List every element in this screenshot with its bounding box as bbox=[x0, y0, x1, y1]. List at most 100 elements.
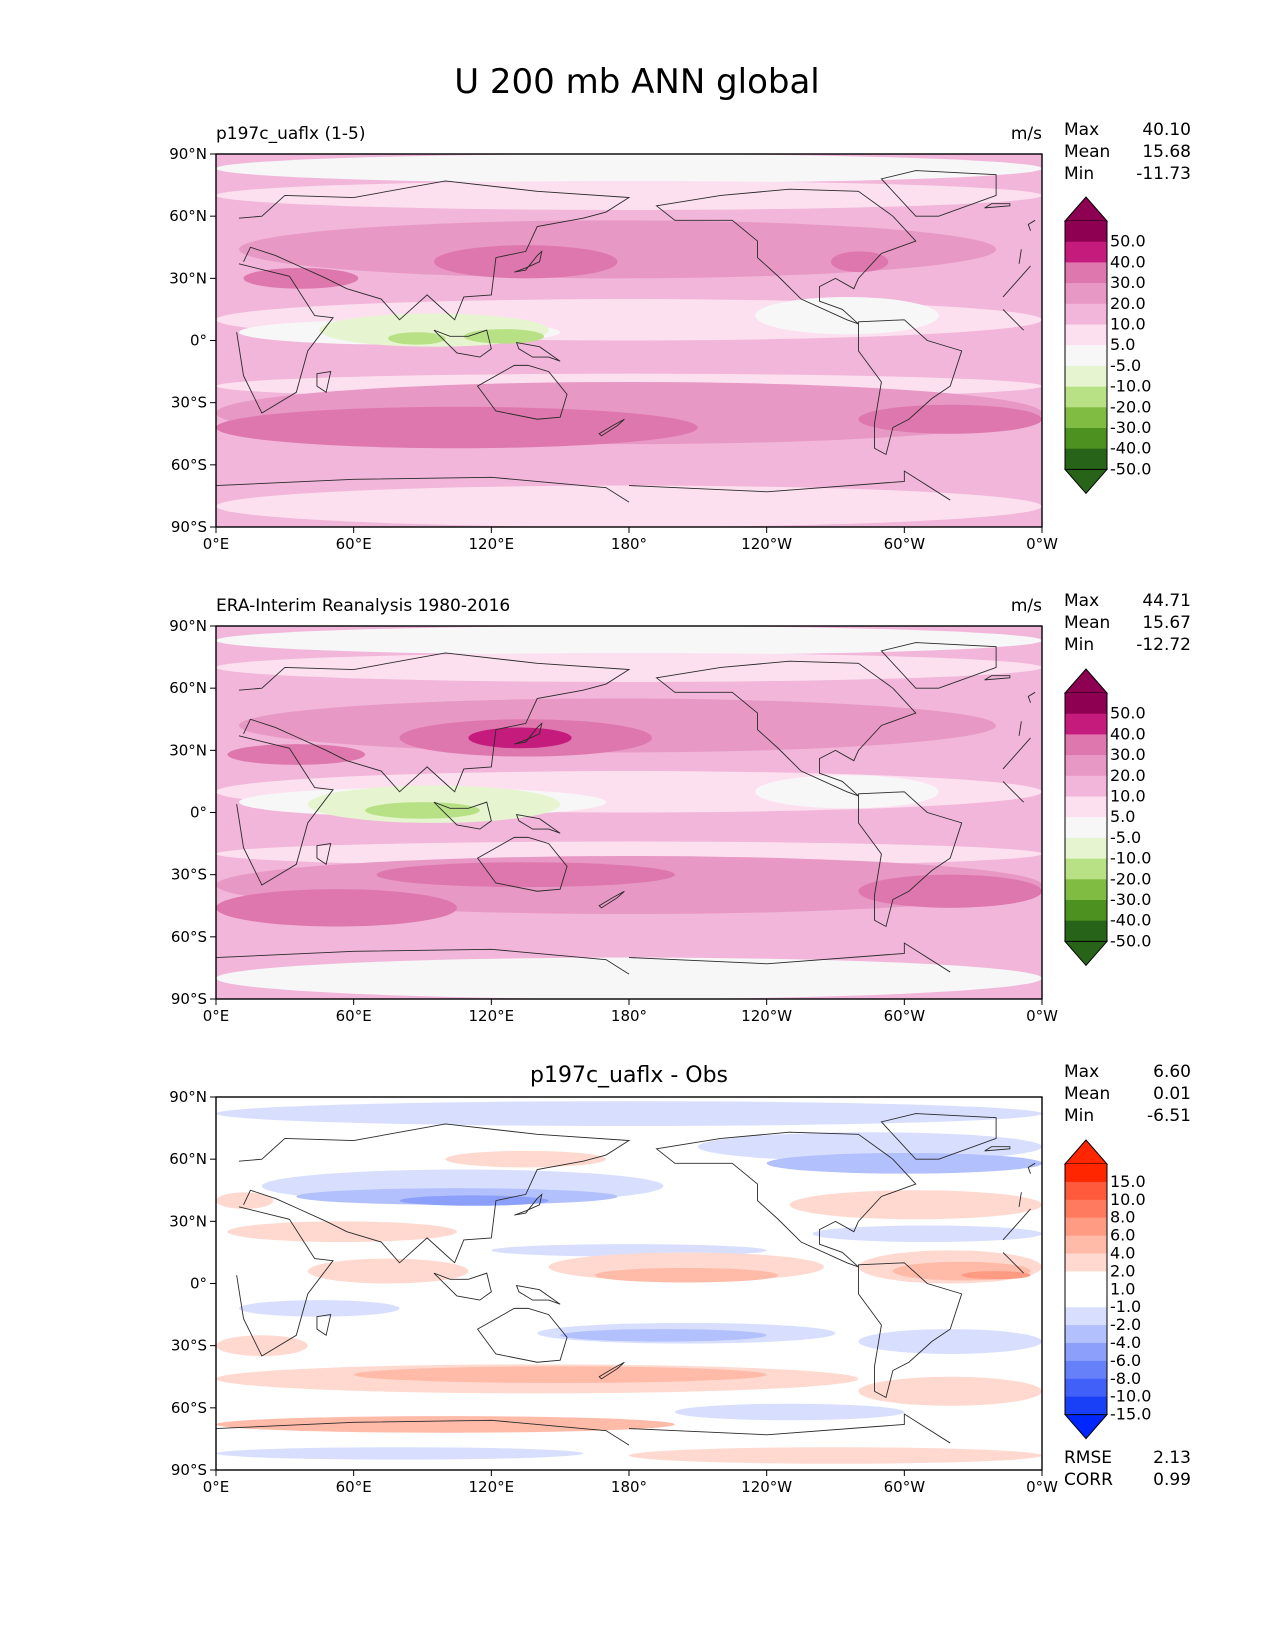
coastline bbox=[236, 1206, 334, 1357]
y-tick-label: 30°N bbox=[169, 1212, 207, 1230]
colorbar-tick-label: -20.0 bbox=[1110, 397, 1151, 416]
colorbar-segment bbox=[1065, 448, 1107, 470]
stat-value: -11.73 bbox=[1136, 164, 1191, 184]
coastline bbox=[1002, 1208, 1031, 1241]
x-tick-label: 180° bbox=[611, 1478, 647, 1496]
units-label: m/s bbox=[1011, 596, 1042, 616]
colorbar-tick-label: -50.0 bbox=[1110, 459, 1151, 478]
coastline bbox=[316, 843, 332, 866]
coastline bbox=[857, 1262, 963, 1399]
map-frame: 0°E 60°E 120°E 180° 120°W 60°W 0°W 90°N 60°N 30°N… bbox=[169, 145, 1058, 553]
x-tick-label: 0°W bbox=[1026, 535, 1058, 553]
coastline bbox=[1018, 721, 1022, 736]
stat-value: 0.01 bbox=[1153, 1084, 1191, 1104]
stat-label: Min bbox=[1064, 164, 1094, 184]
colorbar-tick-label: -5.0 bbox=[1110, 356, 1141, 375]
y-tick-label: 30°S bbox=[171, 394, 207, 412]
colorbar-tick-label: 20.0 bbox=[1110, 766, 1146, 785]
colorbar: 15.010.08.06.04.02.01.0-1.0-2.0-4.0-6.0-… bbox=[1063, 1139, 1151, 1440]
colorbar-segment bbox=[1065, 1307, 1107, 1326]
coastline bbox=[433, 801, 492, 830]
field-contour bbox=[216, 1416, 675, 1433]
coastline bbox=[476, 1307, 568, 1363]
colorbar-tick-label: 4.0 bbox=[1110, 1244, 1135, 1263]
colorbar-tick-label: 5.0 bbox=[1110, 335, 1135, 354]
colorbar-tick-label: -1.0 bbox=[1110, 1297, 1141, 1316]
colorbar-segment bbox=[1065, 858, 1107, 880]
field-contour bbox=[433, 245, 618, 279]
colorbar-segment bbox=[1065, 1289, 1107, 1308]
x-tick-label: 120°W bbox=[741, 1478, 792, 1496]
field-contour bbox=[468, 727, 572, 749]
colorbar-tick-label: 40.0 bbox=[1110, 252, 1146, 271]
colorbar-segment bbox=[1065, 1253, 1107, 1272]
coastline bbox=[984, 675, 1011, 681]
map-frame: 0°E 60°E 120°E 180° 120°W 60°W 0°W 90°N 60°N 30°N… bbox=[169, 1088, 1058, 1496]
coastline bbox=[238, 652, 631, 793]
field-contour bbox=[216, 180, 1042, 210]
coastline bbox=[514, 722, 543, 745]
coastline bbox=[598, 418, 625, 437]
colorbar-segment bbox=[1065, 900, 1107, 922]
colorbar-tick-label: -10.0 bbox=[1110, 849, 1151, 868]
colorbar-segment bbox=[1065, 386, 1107, 408]
field-contour bbox=[216, 1101, 1042, 1127]
stat-label: Min bbox=[1064, 635, 1094, 655]
x-tick-label: 120°W bbox=[741, 535, 792, 553]
colorbar-segment bbox=[1065, 1343, 1107, 1362]
coastline bbox=[216, 1419, 630, 1446]
colorbar-segment bbox=[1065, 221, 1107, 243]
coastline bbox=[628, 942, 951, 973]
coastline bbox=[598, 1361, 625, 1380]
coastline bbox=[880, 642, 997, 689]
coastline bbox=[598, 890, 625, 909]
colorbar-tick-label: -2.0 bbox=[1110, 1315, 1141, 1334]
colorbar-tick-label: -30.0 bbox=[1110, 890, 1151, 909]
x-tick-label: 60°E bbox=[336, 1007, 372, 1025]
colorbar-segment bbox=[1065, 755, 1107, 777]
colorbar-tick-label: -6.0 bbox=[1110, 1351, 1141, 1370]
y-tick-label: 90°N bbox=[169, 1088, 207, 1106]
y-tick-label: 90°S bbox=[171, 1461, 207, 1479]
coastline bbox=[236, 263, 334, 414]
figure-title: U 200 mb ANN global bbox=[454, 62, 820, 102]
stats-block: Max 44.71 Mean 15.67 Min -12.72 bbox=[1064, 591, 1191, 655]
coastline bbox=[514, 1193, 543, 1216]
colorbar-under-arrow bbox=[1063, 940, 1109, 967]
colorbar-tick-label: 15.0 bbox=[1110, 1172, 1146, 1191]
colorbar-tick-label: 10.0 bbox=[1110, 1190, 1146, 1209]
stat-label: CORR bbox=[1064, 1470, 1113, 1490]
coastline bbox=[476, 836, 568, 892]
colorbar-segment bbox=[1065, 1235, 1107, 1254]
field-contour bbox=[216, 466, 1042, 488]
colorbar-tick-label: -40.0 bbox=[1110, 911, 1151, 930]
y-tick-label: 90°N bbox=[169, 617, 207, 635]
units-label: m/s bbox=[1011, 124, 1042, 144]
y-tick-label: 30°N bbox=[169, 269, 207, 287]
stat-value: 2.13 bbox=[1153, 1448, 1191, 1468]
colorbar-segment bbox=[1065, 734, 1107, 756]
colorbar-segment bbox=[1065, 1199, 1107, 1219]
colorbar-segment bbox=[1065, 365, 1107, 387]
colorbar-segment bbox=[1065, 796, 1107, 818]
field-contour bbox=[560, 1329, 767, 1342]
colorbar-segment bbox=[1065, 817, 1107, 839]
panel-title: p197c_uaflx (1-5) bbox=[216, 124, 365, 144]
field-contour bbox=[388, 332, 446, 345]
colorbar-segment bbox=[1065, 407, 1107, 429]
panel-title: ERA-Interim Reanalysis 1980-2016 bbox=[216, 596, 510, 616]
coastline bbox=[628, 470, 951, 501]
colorbar-segment bbox=[1065, 1164, 1107, 1183]
y-tick-label: 30°S bbox=[171, 1337, 207, 1355]
field-contour bbox=[216, 626, 1042, 656]
coastline bbox=[655, 1131, 917, 1268]
coastline bbox=[216, 948, 630, 975]
field-contour bbox=[216, 154, 1042, 184]
colorbar: 50.040.0 30.0 20.0 10.05.0 -5.0 -10.0-20.0 -30… bbox=[1063, 668, 1151, 967]
map-field bbox=[216, 1097, 1042, 1470]
field-contour bbox=[858, 1329, 1042, 1354]
colorbar-segment bbox=[1065, 1181, 1107, 1201]
coastline bbox=[1027, 1162, 1036, 1174]
stat-value: -12.72 bbox=[1136, 635, 1191, 655]
colorbar-tick-label: -4.0 bbox=[1110, 1333, 1141, 1352]
